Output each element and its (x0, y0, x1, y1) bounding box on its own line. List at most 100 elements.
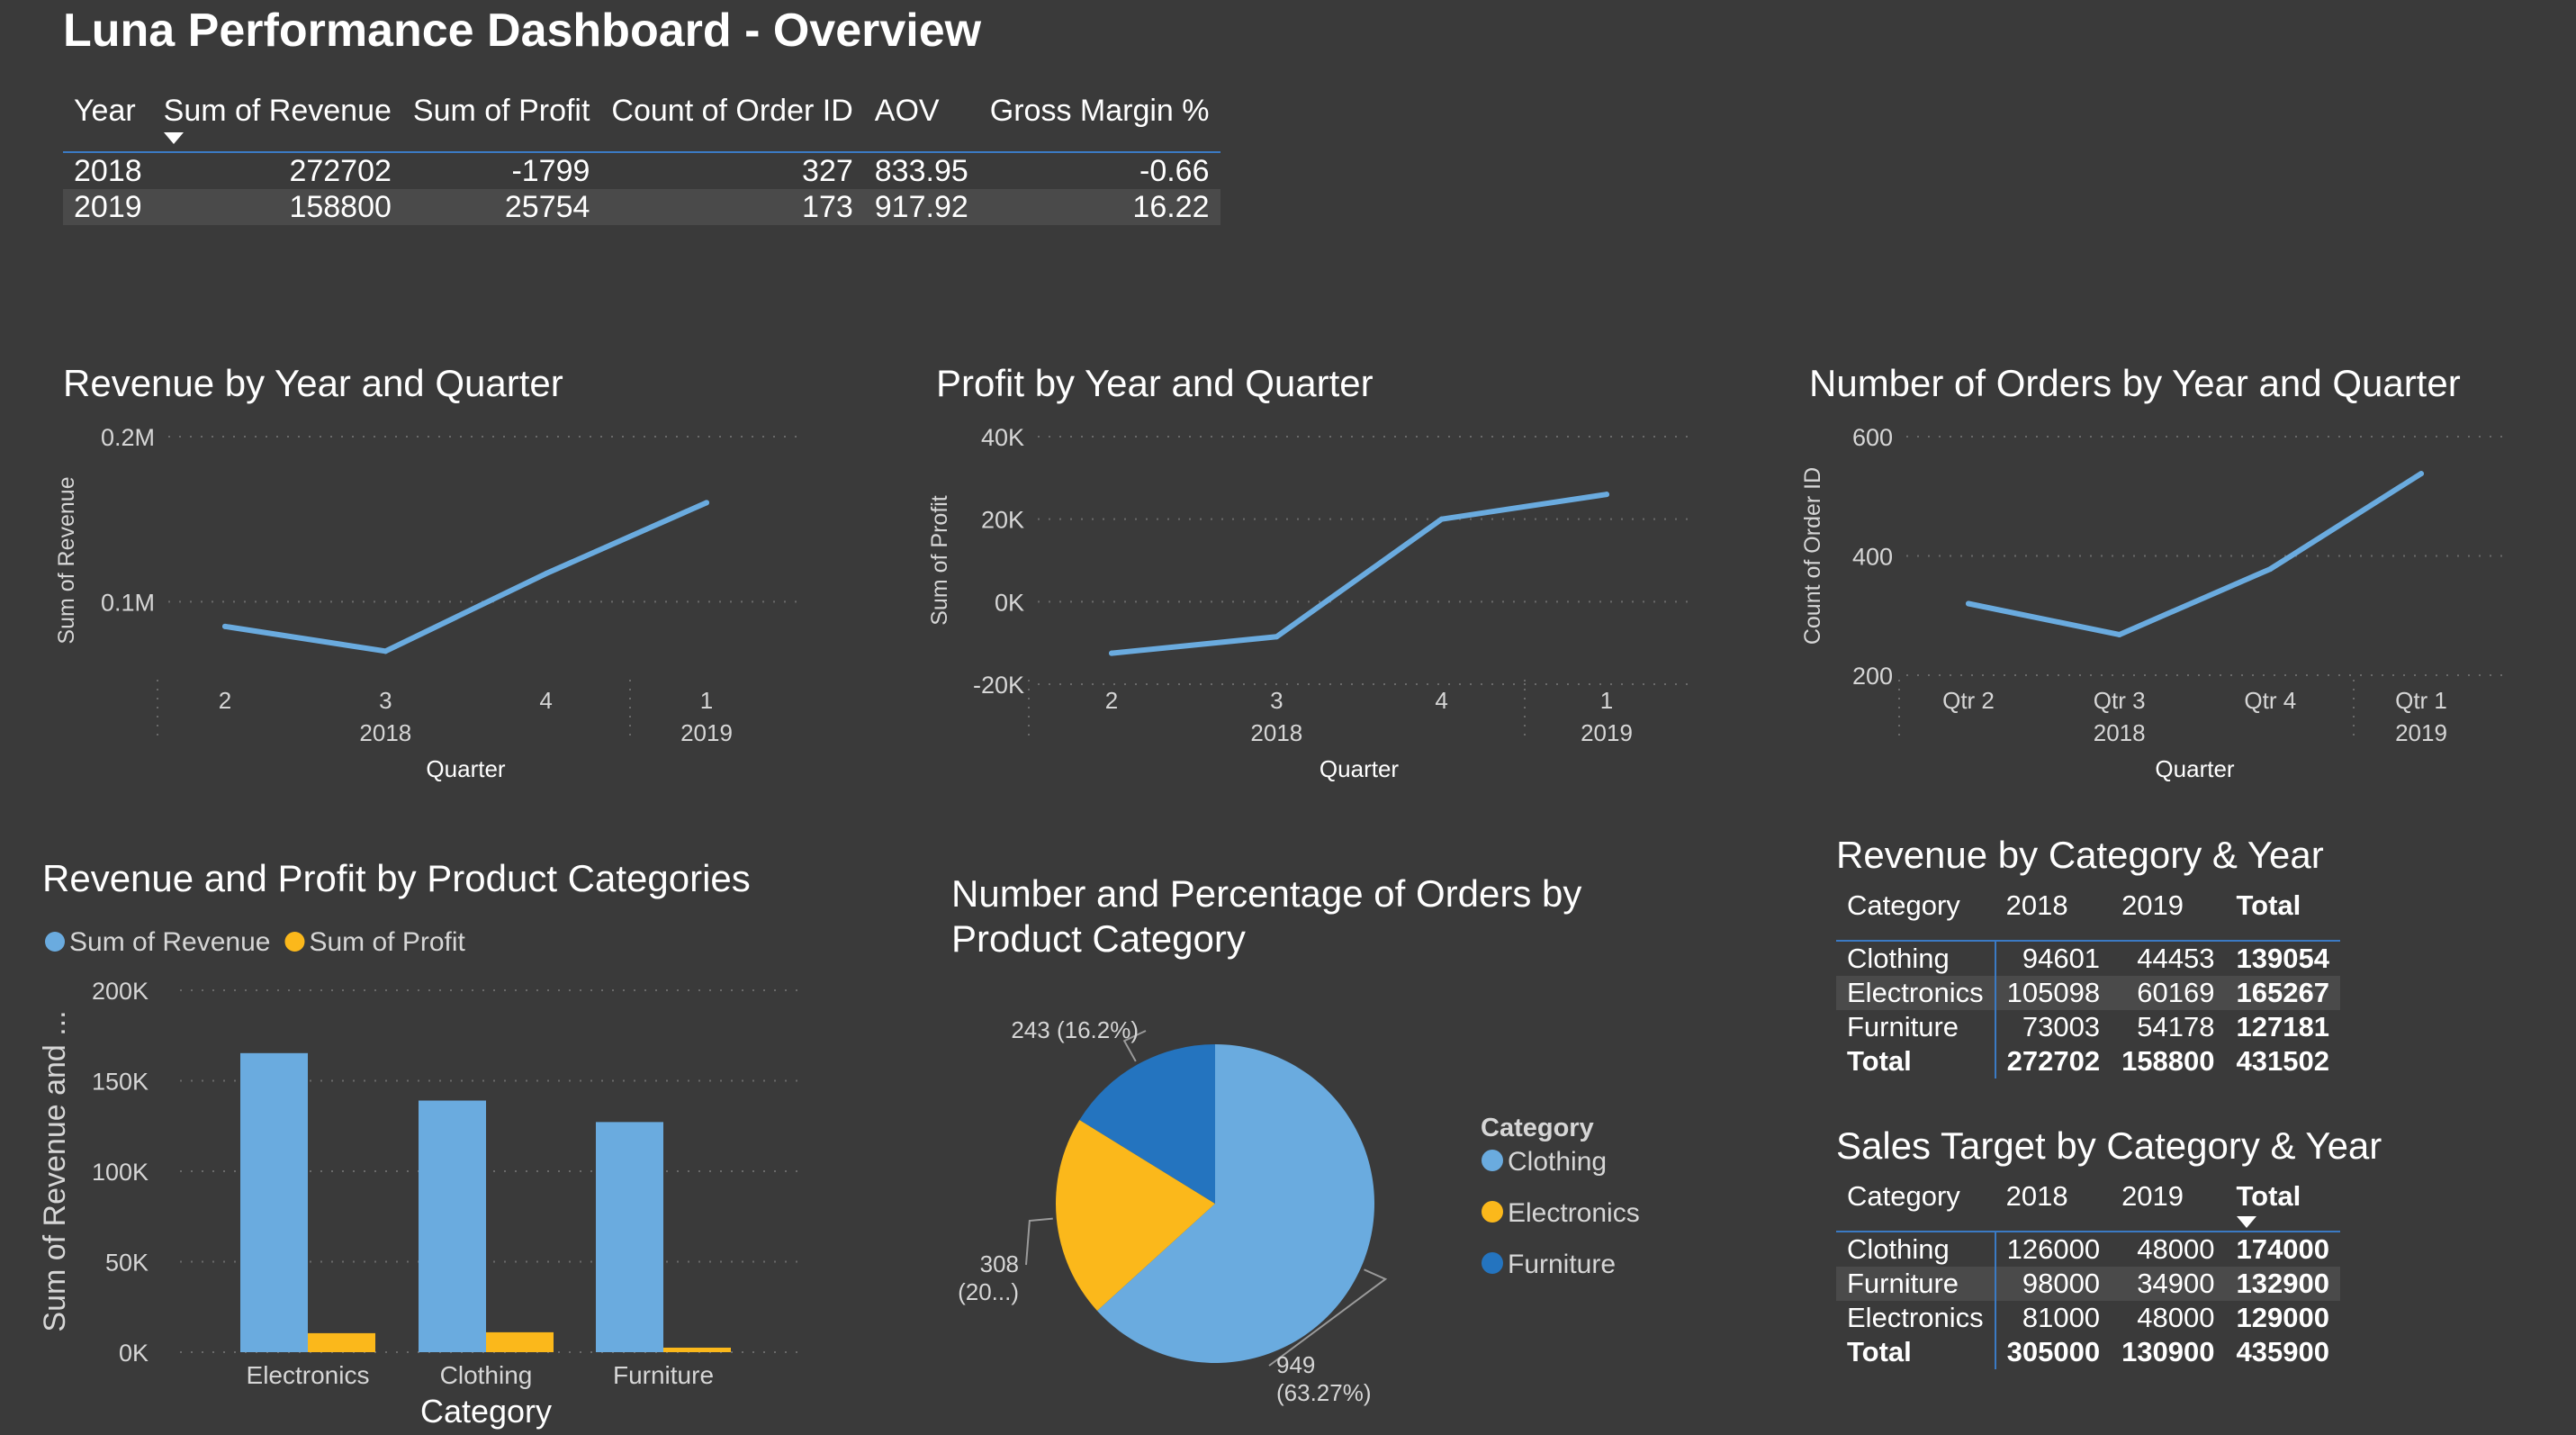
table-cell: 272702 (289, 153, 392, 188)
x-tick-label: Furniture (613, 1361, 714, 1389)
table-cell: 105098 (2006, 977, 2101, 1008)
x-tick-label: 3 (1270, 687, 1283, 714)
table-row: Electronics 81000 48000 129000 (1836, 1301, 2340, 1335)
x-group-label: 2018 (1250, 719, 1302, 746)
x-tick-label: Clothing (440, 1361, 533, 1389)
data-label-line-2: (20...) (958, 1278, 1019, 1305)
matrix-header-2018[interactable]: 2018 (2005, 1180, 2068, 1212)
x-tick-label: 2 (219, 687, 231, 714)
y-tick-label: -20K (973, 672, 1024, 699)
table-cell: -1799 (511, 153, 590, 188)
table-row: 2018 272702 -1799 327 833.95 -0.66 (63, 152, 1220, 189)
matrix-header-category[interactable]: Category (1847, 889, 1960, 921)
data-label: 949 (1276, 1351, 1315, 1378)
page-title: Luna Performance Dashboard - Overview (63, 5, 982, 57)
table-cell: 34900 (2137, 1268, 2215, 1299)
y-tick-label: 50K (105, 1250, 149, 1277)
x-tick-label: Electronics (247, 1361, 370, 1389)
chart-title: Revenue by Year and Quarter (63, 362, 563, 404)
sort-down-icon[interactable] (2236, 1216, 2256, 1228)
table-cell: 81000 (2022, 1302, 2101, 1333)
x-tick-label: 3 (379, 687, 392, 714)
table-cell: 139054 (2236, 943, 2329, 974)
table-cell: 173 (802, 189, 853, 224)
orders-line-chart[interactable]: Number of Orders by Year and Quarter 200 4… (1791, 351, 2565, 801)
data-point (1438, 516, 1445, 522)
data-point (1604, 492, 1609, 498)
matrix-header-total[interactable]: Total (2236, 889, 2301, 921)
kpi-header-year[interactable]: Year (74, 94, 136, 128)
x-tick-label: 2 (1105, 687, 1118, 714)
table-cell: 327 (802, 153, 853, 188)
target-matrix: Category 2018 2019 Total Clothing 126000… (1836, 1180, 2340, 1369)
table-cell: 158800 (2121, 1045, 2215, 1077)
matrix-header-category[interactable]: Category (1847, 1180, 1960, 1212)
legend-marker (1482, 1252, 1503, 1274)
pie-slice (1096, 1044, 1374, 1363)
kpi-header-aov[interactable]: AOV (874, 94, 940, 128)
matrix-header-total[interactable]: Total (2226, 1180, 2340, 1232)
revenue-line-chart[interactable]: Revenue by Year and Quarter 0.1M 0.2M Sum o… (36, 351, 828, 801)
table-cell: 54178 (2137, 1011, 2215, 1042)
kpi-header-orders[interactable]: Count of Order ID (611, 94, 853, 128)
y-tick-label: 150K (92, 1069, 149, 1096)
x-group-label: 2019 (680, 719, 733, 746)
data-label: 308 (980, 1250, 1019, 1277)
table-cell: 272702 (2006, 1045, 2101, 1077)
kpi-header-revenue[interactable]: Sum of Revenue (153, 94, 402, 152)
y-tick-label: 0.1M (101, 589, 155, 616)
legend-marker (45, 932, 65, 952)
y-axis-title: Sum of Profit (927, 495, 952, 626)
matrix-header-2018[interactable]: 2018 (2005, 889, 2068, 921)
total-row: Total 305000 130900 435900 (1836, 1335, 2340, 1369)
data-point (1274, 634, 1280, 640)
table-cell: 305000 (2006, 1336, 2101, 1367)
data-point (1966, 600, 1971, 607)
matrix-header-row: Category 2018 2019 Total (1836, 1180, 2340, 1232)
series-line (1966, 471, 2424, 637)
bar (663, 1347, 731, 1352)
x-tick-label: 4 (1435, 687, 1447, 714)
table-cell: 833.95 (874, 153, 968, 188)
legend-label: Electronics (1508, 1198, 1640, 1228)
table-cell: 2018 (74, 153, 142, 188)
data-point (704, 500, 709, 506)
kpi-header-margin[interactable]: Gross Margin % (989, 94, 1210, 128)
table-cell: 2019 (74, 189, 142, 224)
orders-pie-chart[interactable]: Number and Percentage of Orders byProduc… (918, 860, 1728, 1422)
data-point (2267, 566, 2274, 573)
revenue-matrix: Category 2018 2019 Total Clothing 94601 … (1836, 889, 2340, 1079)
bar (240, 1052, 308, 1352)
matrix-header-2019[interactable]: 2019 (2121, 889, 2184, 921)
data-label-line-2: (63.27%) (1276, 1379, 1372, 1406)
data-point (222, 623, 228, 629)
bar (486, 1331, 554, 1352)
table-cell: 129000 (2236, 1302, 2329, 1333)
leader-line (1025, 1217, 1053, 1266)
profit-line-chart[interactable]: Profit by Year and Quarter -20K 0K 20K 40K Su… (909, 351, 1701, 801)
matrix-header-2019[interactable]: 2019 (2121, 1180, 2184, 1212)
table-cell: 431502 (2236, 1045, 2329, 1077)
x-axis-title: Quarter (2155, 755, 2234, 782)
table-cell: 16.22 (1132, 189, 1210, 224)
x-tick-label: Qtr 4 (2244, 687, 2296, 714)
table-cell: 73003 (2022, 1011, 2101, 1042)
table-cell: 44453 (2137, 943, 2215, 974)
table-cell: -0.66 (1139, 153, 1210, 188)
chart-title: Number and Percentage of Orders by (951, 872, 1581, 915)
x-group-label: 2019 (1581, 719, 1633, 746)
category-bar-chart[interactable]: Revenue and Profit by Product Categories… (18, 846, 828, 1435)
sort-down-icon[interactable] (163, 132, 184, 144)
legend-title: Category (1481, 1114, 1594, 1142)
y-axis-title: Count of Order ID (1800, 467, 1825, 645)
table-cell: Furniture (1836, 1010, 1996, 1044)
legend-marker (284, 932, 305, 952)
table-cell: 132900 (2236, 1268, 2329, 1299)
data-point (1109, 650, 1114, 656)
table-cell: Furniture (1836, 1267, 1996, 1301)
kpi-header-profit[interactable]: Sum of Profit (412, 94, 590, 128)
table-cell: Clothing (1836, 1232, 1996, 1267)
x-tick-label: 1 (1600, 687, 1613, 714)
table-cell: 94601 (2022, 943, 2101, 974)
legend-label: Sum of Revenue (69, 927, 270, 957)
